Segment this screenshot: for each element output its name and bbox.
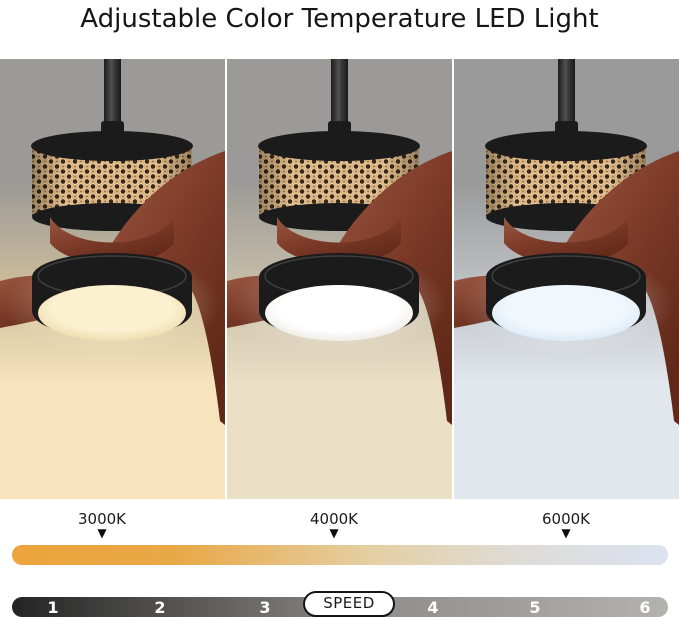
blade-hub	[277, 217, 401, 264]
fan-photo-warm	[0, 59, 225, 499]
triangle-down-icon: ▼	[561, 526, 571, 540]
drum-top-rim	[258, 131, 420, 161]
speed-level-5: 5	[529, 598, 541, 617]
right-fan-blade	[109, 151, 225, 425]
panel-neutral-4000k	[227, 59, 452, 499]
blade-hub	[504, 217, 628, 264]
product-title: Adjustable Color Temperature LED Light	[80, 4, 599, 34]
downrod	[104, 59, 121, 133]
drum-top-rim	[485, 131, 647, 161]
led-lens-neutral	[265, 285, 413, 341]
temp-label-6000k: 6000K	[541, 510, 590, 528]
speed-pill: SPEED	[303, 591, 395, 617]
panel-row	[0, 59, 679, 499]
temp-label-4000k: 4000K	[309, 510, 358, 528]
temp-label-3000k: 3000K	[77, 510, 126, 528]
right-fan-blade	[563, 151, 679, 425]
led-lens-warm	[38, 285, 186, 341]
panel-warm-3000k	[0, 59, 225, 499]
triangle-down-icon: ▼	[97, 526, 107, 540]
fan-photo-cool	[454, 59, 679, 499]
speed-level-3: 3	[259, 598, 271, 617]
fan-photo-neutral	[227, 59, 452, 499]
speed-level-4: 4	[427, 598, 439, 617]
speed-level-6: 6	[639, 598, 651, 617]
downrod	[558, 59, 575, 133]
temperature-gradient-bar	[12, 545, 668, 565]
panel-cool-6000k	[454, 59, 679, 499]
led-lens-cool	[492, 285, 640, 341]
speed-level-2: 2	[154, 598, 166, 617]
drum-top-rim	[31, 131, 193, 161]
triangle-down-icon: ▼	[329, 526, 339, 540]
speed-level-1: 1	[47, 598, 59, 617]
right-fan-blade	[336, 151, 452, 425]
downrod	[331, 59, 348, 133]
blade-hub	[50, 217, 174, 264]
